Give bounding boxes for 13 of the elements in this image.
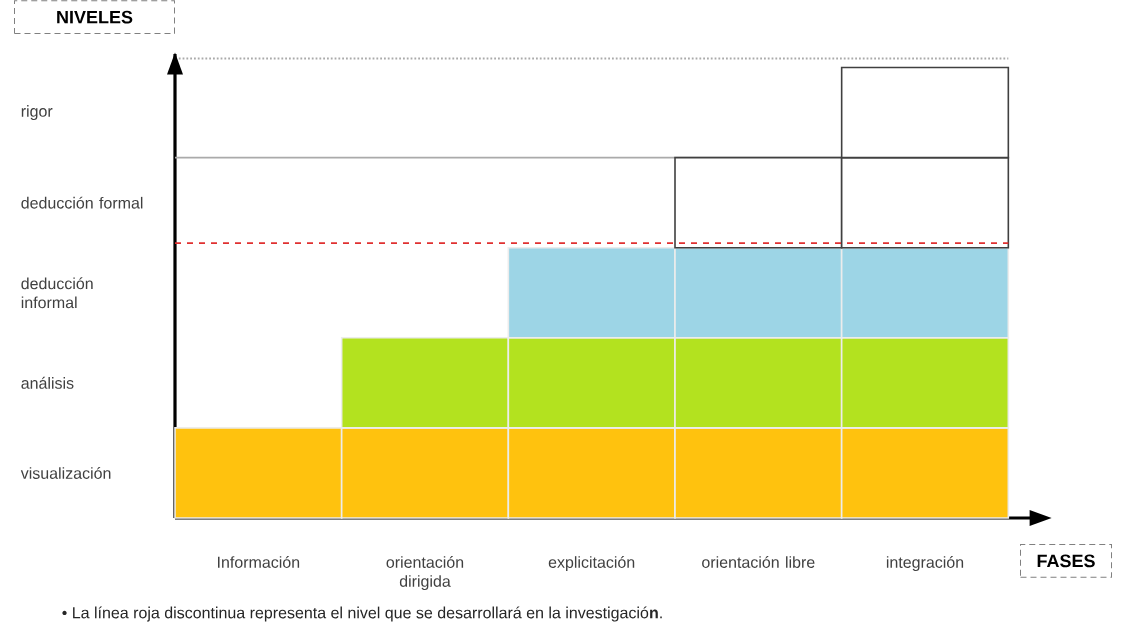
text: rigor bbox=[21, 105, 53, 121]
text: • La línea roja discontinua representa el nivel que se desarrollará en la investigación. bbox=[62, 606, 662, 622]
x-tick-label: orientación dirigida bbox=[386, 555, 464, 591]
text: deducción formal bbox=[21, 196, 143, 209]
text: análisis bbox=[21, 376, 74, 389]
x-tick-label: integración bbox=[886, 555, 964, 572]
text: deducción informal bbox=[21, 277, 93, 309]
x-tick-label: Información bbox=[218, 555, 300, 568]
x-tick-label: explicitación bbox=[548, 555, 635, 572]
x-tick-label: orientación libre bbox=[702, 555, 815, 568]
x-axis-title: FASES bbox=[1037, 554, 1095, 568]
y-axis-title: NIVELES bbox=[57, 10, 133, 24]
text: visualización bbox=[20, 466, 111, 479]
